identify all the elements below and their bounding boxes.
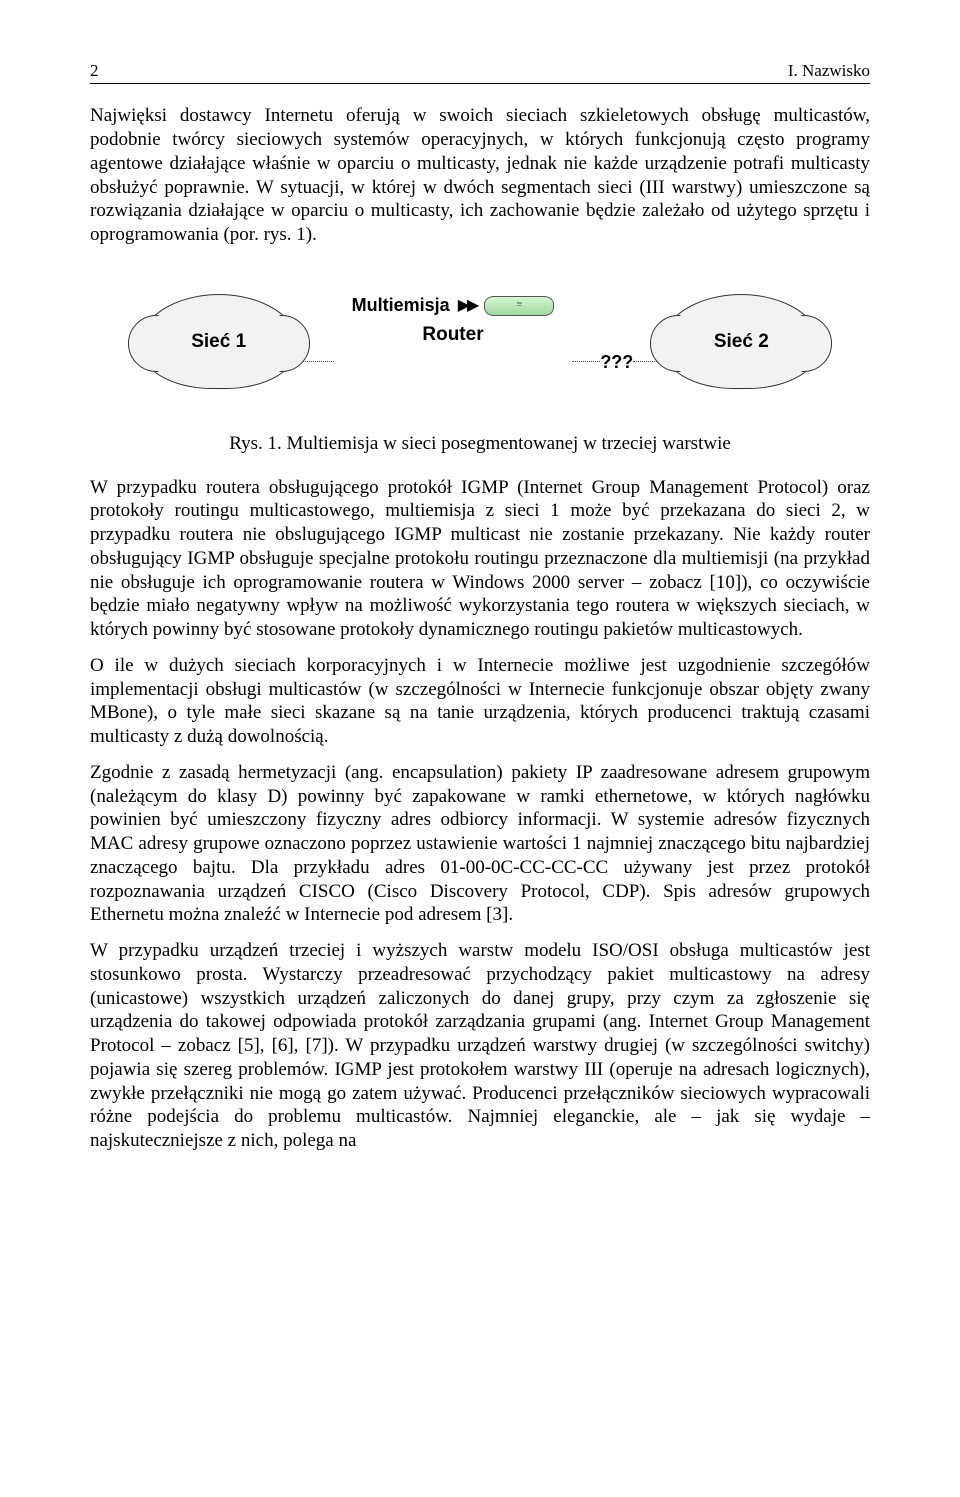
multiemisja-row: Multiemisja ▶▶ [352, 294, 555, 317]
siec2-label: Sieć 2 [661, 294, 821, 389]
paragraph-4: Zgodnie z zasadą hermetyzacji (ang. enca… [90, 761, 870, 927]
figure-layout: Sieć 1 Multiemisja ▶▶ Router ??? Sieć 2 [139, 294, 822, 389]
network-cloud-2: Sieć 2 [661, 294, 821, 389]
paragraph-2: W przypadku routera obsługującego protok… [90, 476, 870, 642]
running-head: I. Nazwisko [788, 60, 870, 81]
figure-1-diagram: Sieć 1 Multiemisja ▶▶ Router ??? Sieć 2 [90, 277, 870, 407]
network-cloud-1: Sieć 1 [139, 294, 299, 389]
multiemisja-label: Multiemisja [352, 294, 450, 317]
dashed-connector-right-1 [572, 361, 600, 362]
question-marks-label: ??? [600, 351, 633, 374]
siec1-label: Sieć 1 [139, 294, 299, 389]
figure-1-caption: Rys. 1. Multiemisja w sieci posegmentowa… [90, 432, 870, 456]
paragraph-3: O ile w dużych sieciach korporacyjnych i… [90, 654, 870, 749]
paragraph-5: W przypadku urządzeń trzeciej i wyższych… [90, 939, 870, 1153]
page-number: 2 [90, 60, 99, 81]
router-label: Router [422, 323, 483, 347]
page-header: 2 I. Nazwisko [90, 60, 870, 84]
paragraph-1: Najwięksi dostawcy Internetu oferują w s… [90, 104, 870, 247]
arrow-icon: ▶▶ [458, 296, 477, 316]
dashed-connector-left [299, 361, 334, 362]
router-device-icon [484, 296, 554, 316]
router-column: Multiemisja ▶▶ Router [352, 294, 555, 346]
